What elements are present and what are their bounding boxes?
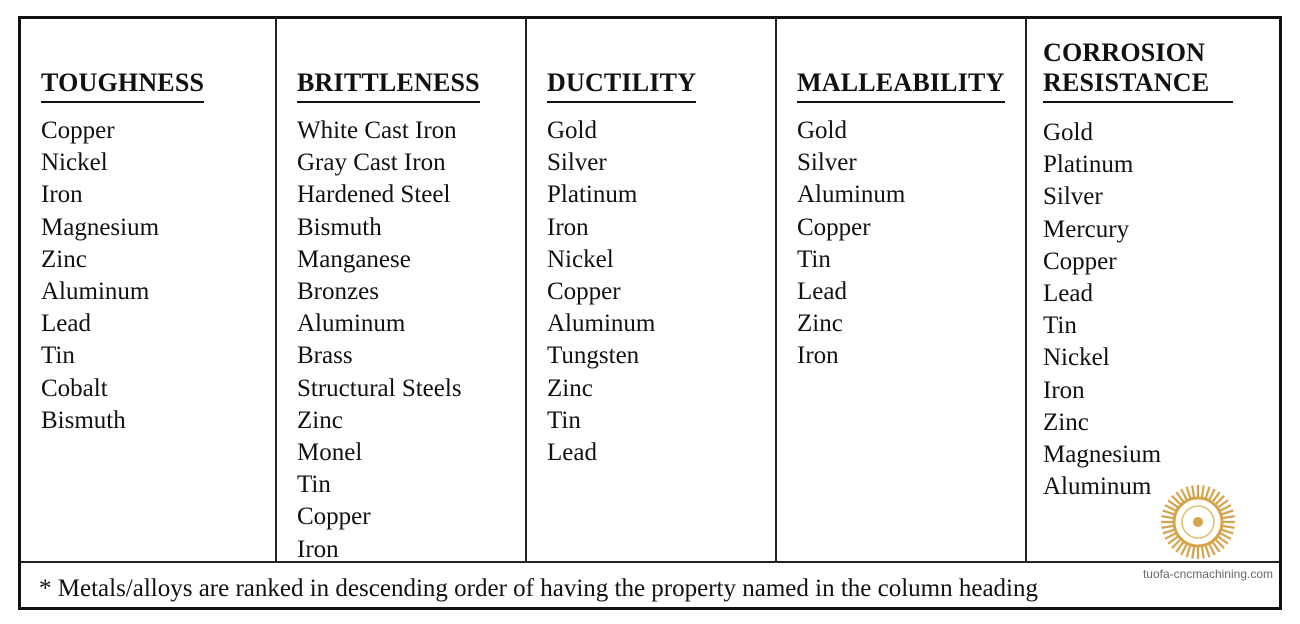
list-item: Lead	[41, 308, 159, 340]
list-item: Aluminum	[547, 308, 655, 340]
list-item: Hardened Steel	[297, 179, 462, 211]
table-footer: * Metals/alloys are ranked in descending…	[21, 561, 1279, 607]
column-brittleness: BRITTLENESS White Cast Iron Gray Cast Iro…	[277, 19, 527, 561]
list-item: Lead	[547, 437, 655, 469]
column-heading: TOUGHNESS	[41, 68, 204, 103]
list-item: Gold	[797, 115, 905, 147]
list-item: Tungsten	[547, 340, 655, 372]
properties-table: TOUGHNESS Copper Nickel Iron Magnesium Zinc A…	[18, 16, 1282, 610]
column-items: Copper Nickel Iron Magnesium Zinc Aluminum Lea…	[41, 115, 159, 437]
list-item: Tin	[547, 405, 655, 437]
list-item: Aluminum	[297, 308, 462, 340]
list-item: Silver	[547, 147, 655, 179]
list-item: Mercury	[1043, 214, 1161, 246]
list-item: Gold	[547, 115, 655, 147]
column-toughness: TOUGHNESS Copper Nickel Iron Magnesium Zinc A…	[21, 19, 277, 561]
column-items: Gold Silver Platinum Iron Nickel Copper Alumin…	[547, 115, 655, 469]
list-item: Magnesium	[1043, 439, 1161, 471]
seal-ray	[1161, 526, 1174, 528]
list-item: Zinc	[547, 373, 655, 405]
table-columns: TOUGHNESS Copper Nickel Iron Magnesium Zinc A…	[21, 19, 1279, 561]
seal-ray	[1187, 487, 1191, 499]
list-item: Platinum	[547, 179, 655, 211]
list-item: Copper	[547, 276, 655, 308]
column-items: White Cast Iron Gray Cast Iron Hardened St…	[297, 115, 462, 566]
seal-ray	[1205, 487, 1209, 499]
list-item: Nickel	[1043, 342, 1161, 374]
column-heading-text: CORROSION RESISTANCE	[1043, 38, 1233, 98]
list-item: Manganese	[297, 244, 462, 276]
list-item: Copper	[797, 212, 905, 244]
list-item: Lead	[797, 276, 905, 308]
list-item: Tin	[1043, 310, 1161, 342]
seal-ray	[1202, 485, 1204, 498]
column-heading: MALLEABILITY	[797, 68, 1005, 103]
list-item: Copper	[41, 115, 159, 147]
list-item: Bismuth	[297, 212, 462, 244]
list-item: Lead	[1043, 278, 1161, 310]
column-malleability: MALLEABILITY Gold Silver Aluminum Copper Tin…	[777, 19, 1027, 561]
list-item: Platinum	[1043, 149, 1161, 181]
column-heading: BRITTLENESS	[297, 68, 480, 103]
list-item: Brass	[297, 340, 462, 372]
list-item: Silver	[1043, 181, 1161, 213]
list-item: Tin	[797, 244, 905, 276]
list-item: Aluminum	[797, 179, 905, 211]
list-item: Gray Cast Iron	[297, 147, 462, 179]
list-item: Structural Steels	[297, 373, 462, 405]
seal-ray	[1222, 516, 1235, 518]
seal-ray	[1163, 511, 1175, 515]
list-item: Gold	[1043, 117, 1161, 149]
list-item: Iron	[547, 212, 655, 244]
list-item: Bronzes	[297, 276, 462, 308]
column-items: Gold Silver Aluminum Copper Tin Lead Zinc Iron	[797, 115, 905, 373]
list-item: Aluminum	[41, 276, 159, 308]
column-heading: DUCTILITY	[547, 68, 696, 103]
list-item: Silver	[797, 147, 905, 179]
list-item: Iron	[41, 179, 159, 211]
list-item: Zinc	[41, 244, 159, 276]
list-item: Nickel	[547, 244, 655, 276]
seal-ray	[1192, 546, 1194, 559]
seal-ray	[1161, 516, 1174, 518]
list-item: Zinc	[297, 405, 462, 437]
seal-ray	[1222, 526, 1235, 528]
list-item: Tin	[41, 340, 159, 372]
column-corrosion-resistance: CORROSION RESISTANCE Gold Platinum Silver M…	[1027, 19, 1279, 561]
company-seal-icon	[1160, 484, 1236, 560]
seal-ray	[1221, 511, 1233, 515]
seal-ray	[1163, 529, 1175, 533]
list-item: Zinc	[797, 308, 905, 340]
list-item: Bismuth	[41, 405, 159, 437]
list-item: Magnesium	[41, 212, 159, 244]
list-item: Cobalt	[41, 373, 159, 405]
seal-ray	[1221, 529, 1233, 533]
list-item: Copper	[1043, 246, 1161, 278]
list-item: Nickel	[41, 147, 159, 179]
list-item: Copper	[297, 501, 462, 533]
seal-ray	[1187, 545, 1191, 557]
list-item: Zinc	[1043, 407, 1161, 439]
list-item: Monel	[297, 437, 462, 469]
list-item: Iron	[797, 340, 905, 372]
list-item: Iron	[1043, 375, 1161, 407]
list-item: Aluminum	[1043, 471, 1161, 503]
source-watermark: tuofa-cncmachining.com	[1143, 567, 1273, 581]
footnote: * Metals/alloys are ranked in descending…	[39, 575, 1038, 603]
list-item: White Cast Iron	[297, 115, 462, 147]
seal-ray	[1192, 485, 1194, 498]
column-heading: CORROSION RESISTANCE	[1043, 38, 1233, 103]
seal-ray	[1205, 545, 1209, 557]
column-items: Gold Platinum Silver Mercury Copper Lead Tin Ni…	[1043, 117, 1161, 503]
seal-ray	[1202, 546, 1204, 559]
list-item: Tin	[297, 469, 462, 501]
column-ductility: DUCTILITY Gold Silver Platinum Iron Nickel Co…	[527, 19, 777, 561]
